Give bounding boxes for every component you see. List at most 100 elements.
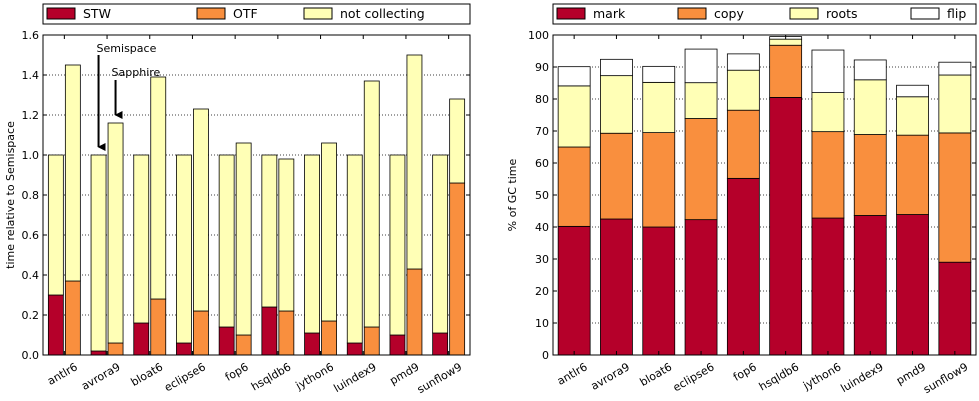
left-chart: 0.0 0.2 0.4 0.6 0.8 1.0 1.2 1.4 1.6 time relative… — [4, 3, 471, 396]
bar-fop6-semispace-not-collecting — [218, 154, 235, 328]
bar-bloat6-copy — [642, 132, 676, 228]
y-tick-label: 0.4 — [22, 269, 40, 282]
bar-eclipse6-roots — [684, 82, 718, 119]
bar-bloat6-mark — [642, 226, 676, 356]
bar-fop6-copy — [726, 109, 760, 179]
bar-bloat6-sapphire-not-collecting — [150, 76, 167, 300]
bar-eclipse6-flip — [684, 48, 718, 84]
bar-luindex9-mark — [853, 215, 887, 356]
bar-pmd9-semispace-stw — [389, 334, 406, 356]
bar-hsqldb6-mark — [769, 97, 803, 356]
y-tick-label: 10 — [535, 317, 549, 330]
bar-fop6-sapphire-otf — [235, 334, 252, 356]
y-tick-label: 60 — [535, 157, 549, 170]
bar-bloat6-roots — [642, 81, 676, 134]
bar-hsqldb6-sapphire-not-collecting — [278, 158, 295, 312]
bar-sunflow9-flip — [938, 61, 972, 76]
y-tick-label: 0.2 — [22, 309, 40, 322]
bar-luindex9-copy — [853, 134, 887, 216]
x-tick-label-hsqldb6: hsqldb6 — [757, 360, 801, 393]
bar-hsqldb6-roots — [769, 38, 803, 46]
x-tick-label-hsqldb6: hsqldb6 — [249, 360, 293, 393]
bar-jython6-copy — [811, 131, 845, 219]
bar-pmd9-roots — [896, 96, 929, 136]
bar-sunflow9-roots — [938, 74, 972, 134]
legend-box — [552, 3, 977, 25]
bar-antlr6-sapphire-not-collecting — [64, 64, 81, 282]
bar-bloat6-sapphire-otf — [150, 298, 167, 356]
bar-jython6-semispace-stw — [304, 332, 320, 356]
bar-jython6-semispace-not-collecting — [304, 154, 320, 334]
bar-antlr6-roots — [557, 85, 591, 148]
bar-fop6-flip — [726, 53, 760, 71]
x-tick-label-fop6: fop6 — [731, 360, 759, 384]
bar-luindex9-roots — [853, 79, 887, 135]
bar-sunflow9-semispace-not-collecting — [432, 154, 449, 334]
y-tick-label: 40 — [535, 221, 549, 234]
annotation-label-sapphire: Sapphire — [112, 66, 161, 79]
bar-sunflow9-sapphire-not-collecting — [449, 98, 466, 184]
x-tick-label-eclipse6: eclipse6 — [162, 360, 208, 394]
legend-label-otf: OTF — [233, 6, 258, 21]
bar-luindex9-semispace-stw — [346, 342, 363, 356]
y-tick-label: 0.0 — [22, 349, 40, 362]
bar-sunflow9-semispace-stw — [432, 332, 449, 356]
x-tick-label-antlr6: antlr6 — [45, 360, 80, 388]
y-tick-label: 1.0 — [22, 149, 40, 162]
bar-luindex9-flip — [853, 59, 887, 81]
legend-swatch-flip — [910, 7, 940, 20]
bar-jython6-roots — [811, 92, 845, 133]
y-tick-label: 1.6 — [22, 29, 40, 42]
x-tick-label-luindex9: luindex9 — [838, 360, 885, 395]
legend-swatch-otf — [196, 7, 226, 20]
x-tick-label-avrora9: avrora9 — [589, 360, 632, 393]
x-tick-label-luindex9: luindex9 — [331, 360, 378, 395]
bar-avrora9-mark — [600, 218, 633, 356]
y-axis-label: time relative to Semispace — [4, 121, 17, 269]
bar-hsqldb6-sapphire-otf — [278, 310, 295, 356]
bar-fop6-roots — [726, 69, 760, 111]
bar-luindex9-semispace-not-collecting — [346, 154, 363, 344]
legend-swatch-mark — [556, 7, 586, 20]
x-tick-label-fop6: fop6 — [223, 360, 251, 384]
bar-eclipse6-copy — [684, 118, 718, 221]
y-tick-label: 80 — [535, 93, 549, 106]
legend-swatch-stw — [46, 7, 76, 20]
legend-label-copy: copy — [714, 6, 744, 21]
y-tick-label: 0.8 — [22, 189, 40, 202]
bar-antlr6-copy — [557, 146, 591, 227]
legend-swatch-not-collecting — [303, 7, 333, 20]
bar-pmd9-mark — [896, 214, 929, 356]
x-tick-label-jython6: jython6 — [293, 360, 336, 393]
bar-antlr6-sapphire-otf — [64, 280, 81, 356]
bar-luindex9-sapphire-otf — [363, 326, 380, 356]
bar-sunflow9-mark — [938, 261, 972, 356]
bar-pmd9-copy — [896, 134, 929, 215]
plot-frame — [552, 34, 977, 356]
bar-bloat6-flip — [642, 65, 676, 83]
y-axis-label: % of GC time — [506, 158, 519, 231]
bar-avrora9-sapphire-otf — [107, 342, 124, 356]
x-tick-label-bloat6: bloat6 — [638, 360, 675, 389]
x-tick-label-avrora9: avrora9 — [79, 360, 122, 393]
bar-eclipse6-mark — [684, 219, 718, 356]
bar-pmd9-semispace-not-collecting — [389, 154, 406, 336]
bar-pmd9-flip — [896, 84, 929, 98]
legend-label-not-collecting: not collecting — [340, 6, 425, 21]
bar-bloat6-semispace-not-collecting — [133, 154, 150, 324]
x-tick-label-sunflow9: sunflow9 — [415, 360, 464, 396]
bar-pmd9-sapphire-otf — [406, 268, 423, 356]
y-tick-label: 30 — [535, 253, 549, 266]
bar-avrora9-roots — [600, 75, 633, 134]
y-tick-label: 1.2 — [22, 109, 40, 122]
bar-avrora9-sapphire-not-collecting — [107, 122, 124, 344]
bar-avrora9-copy — [600, 132, 633, 220]
bar-sunflow9-copy — [938, 132, 972, 263]
annotation-label-semispace: Semispace — [97, 42, 157, 55]
bar-luindex9-sapphire-not-collecting — [363, 80, 380, 328]
bar-avrora9-semispace-not-collecting — [90, 154, 107, 352]
x-tick-label-sunflow9: sunflow9 — [921, 360, 970, 396]
bar-fop6-mark — [726, 177, 760, 356]
y-tick-label: 100 — [528, 29, 549, 42]
